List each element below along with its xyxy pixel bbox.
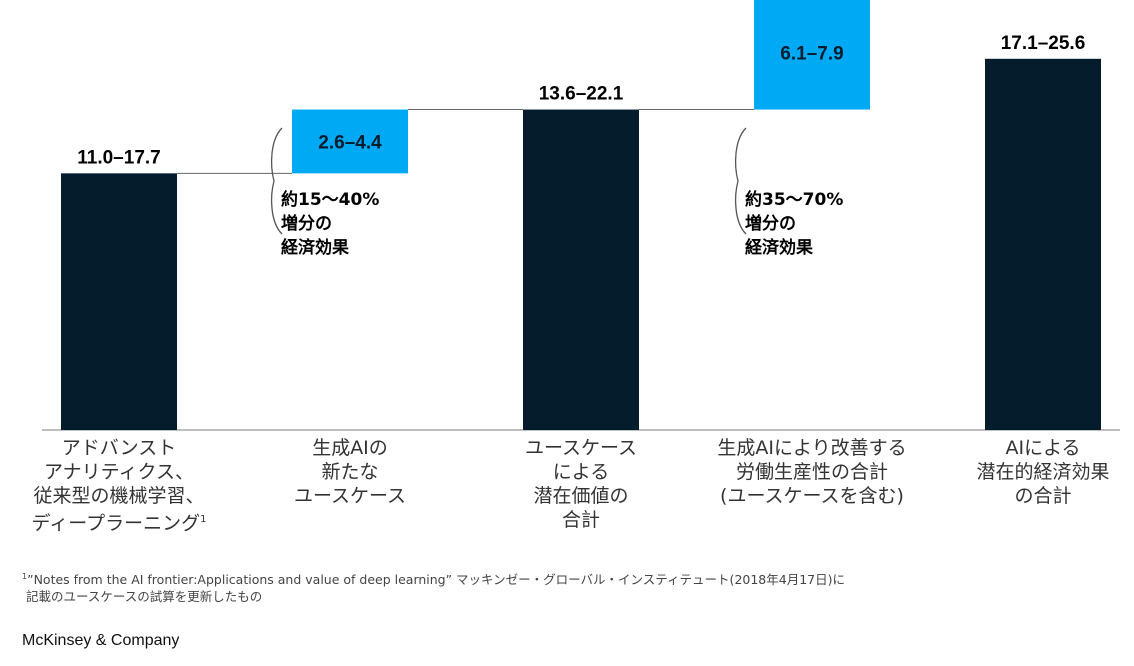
footnote: 1”Notes from the AI frontier:Application…	[22, 572, 845, 605]
bar-3	[523, 109, 639, 431]
annotation-brace-2	[734, 127, 747, 235]
category-label-1: アドバンスト アナリティクス、 従来型の機械学習、 ディープラーニング1	[31, 437, 207, 535]
bar-value-label-3: 13.6–22.1	[539, 84, 624, 105]
category-label-5: AIによる 潜在的経済効果 の合計	[976, 437, 1110, 507]
bar-1	[61, 173, 177, 430]
annotation-2: 約35～70% 増分の 経済効果	[745, 190, 844, 258]
waterfall-chart: 11.0–17.7 2.6–4.4 13.6–22.1 6.1–7.9 17.1–25.…	[42, 0, 1120, 431]
category-label-3: ユースケース による 潜在価値の 合計	[524, 437, 638, 531]
bar-4	[754, 0, 870, 110]
bar-value-label-5: 17.1–25.6	[1001, 33, 1086, 54]
category-label-4: 生成AIにより改善する 労働生産性の合計 (ユースケースを含む)	[717, 437, 907, 507]
bar-value-label-2: 2.6–4.4	[318, 132, 382, 153]
bar-value-label-4: 6.1–7.9	[780, 43, 843, 64]
category-label-2: 生成AIの 新たな ユースケース	[293, 437, 407, 507]
bar-value-label-1: 11.0–17.7	[77, 147, 160, 168]
bar-5	[985, 58, 1101, 431]
brand-logo: McKinsey & Company	[22, 632, 180, 649]
bar-2	[292, 109, 408, 174]
annotation-brace-1	[270, 127, 283, 235]
annotation-1: 約15～40% 増分の 経済効果	[281, 190, 380, 258]
